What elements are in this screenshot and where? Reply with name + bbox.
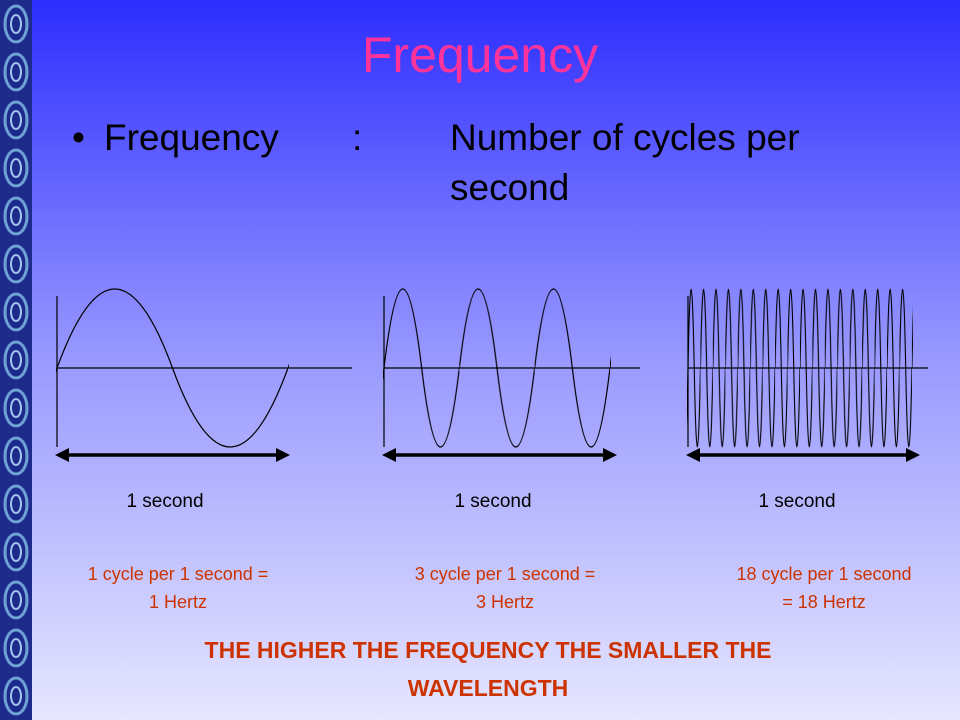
bullet-dot: • (72, 117, 85, 158)
footer: THE HIGHER THE FREQUENCY THE SMALLER THE (205, 637, 772, 663)
duration-label: 1 second (126, 491, 203, 512)
bullet-term: Frequency (104, 117, 279, 158)
caption: 3 Hertz (476, 592, 534, 612)
duration-label: 1 second (454, 491, 531, 512)
bullet-definition: Number of cycles per (450, 117, 800, 158)
wave (383, 278, 611, 458)
duration-label: 1 second (758, 491, 835, 512)
wave (687, 278, 913, 458)
slide-title: Frequency (362, 27, 598, 83)
caption: 1 Hertz (149, 592, 207, 612)
footer: WAVELENGTH (408, 675, 569, 701)
caption: 1 cycle per 1 second = (88, 564, 269, 584)
caption: 18 cycle per 1 second (736, 564, 911, 584)
decorative-strip (0, 0, 32, 720)
caption: 3 cycle per 1 second = (415, 564, 596, 584)
caption: = 18 Hertz (782, 592, 866, 612)
wave (56, 278, 289, 458)
bullet-definition: second (450, 167, 569, 208)
bullet-separator: : (352, 117, 362, 158)
